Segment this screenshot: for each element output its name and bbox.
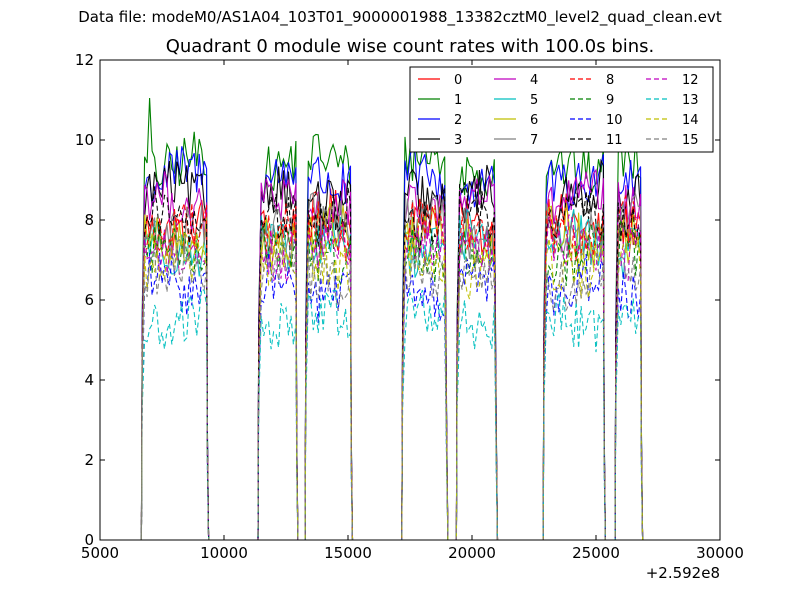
- y-tick-label: 8: [84, 211, 94, 229]
- series-line-15: [141, 243, 642, 540]
- legend-label: 14: [682, 113, 699, 128]
- legend-label: 13: [682, 93, 699, 108]
- legend-label: 9: [606, 93, 614, 108]
- series-line-14: [141, 229, 642, 540]
- y-tick-label: 0: [84, 531, 94, 549]
- series-line-13: [141, 289, 642, 540]
- x-tick-label: 15000: [324, 544, 372, 562]
- legend-label: 2: [454, 113, 462, 128]
- y-tick-label: 4: [84, 371, 94, 389]
- legend-label: 15: [682, 133, 699, 148]
- series-line-9: [141, 222, 642, 541]
- series-line-6: [141, 203, 642, 540]
- legend-label: 0: [454, 73, 462, 88]
- series-line-5: [141, 209, 642, 540]
- legend-label: 8: [606, 73, 614, 88]
- legend-label: 12: [682, 73, 699, 88]
- series-line-7: [141, 193, 642, 540]
- series-line-4: [141, 170, 642, 540]
- x-tick-label: 10000: [200, 544, 248, 562]
- x-tick-label: 25000: [572, 544, 620, 562]
- y-tick-label: 10: [75, 131, 94, 149]
- y-tick-label: 12: [75, 51, 94, 69]
- legend-label: 1: [454, 93, 462, 108]
- legend-label: 3: [454, 133, 462, 148]
- series-line-10: [141, 253, 642, 540]
- legend-label: 5: [530, 93, 538, 108]
- x-tick-label: 20000: [448, 544, 496, 562]
- x-offset-label: +2.592e8: [646, 564, 720, 582]
- y-tick-label: 2: [84, 451, 94, 469]
- legend-label: 10: [606, 113, 623, 128]
- series-line-1: [141, 98, 642, 540]
- y-tick-label: 6: [84, 291, 94, 309]
- legend-label: 6: [530, 113, 538, 128]
- legend-label: 7: [530, 133, 538, 148]
- legend-label: 11: [606, 133, 623, 148]
- x-tick-label: 30000: [696, 544, 744, 562]
- legend-label: 4: [530, 73, 538, 88]
- series-lines: [141, 98, 642, 540]
